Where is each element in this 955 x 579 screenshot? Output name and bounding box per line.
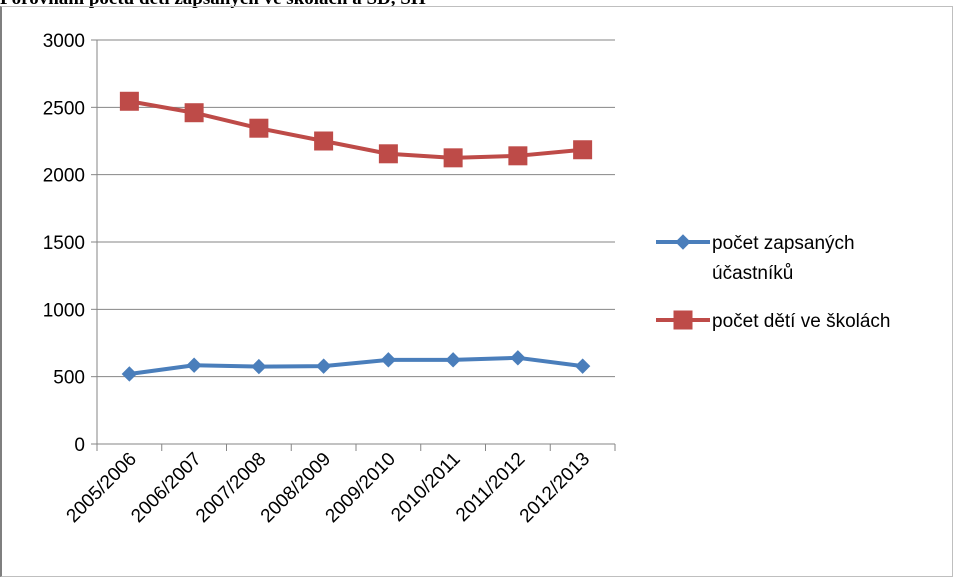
legend-label: počet dětí ve školách (712, 311, 891, 332)
series-line-2 (129, 99, 583, 160)
y-tick-label: 2000 (43, 166, 85, 187)
data-point-series-1 (251, 358, 267, 375)
y-tick-label: 0 (74, 435, 85, 456)
legend-marker (675, 234, 691, 250)
data-point-series-1 (445, 352, 461, 368)
data-point-series-2 (314, 131, 334, 151)
data-point-series-2 (249, 118, 269, 138)
x-tick-label: 2009/2010 (322, 449, 400, 527)
data-point-series-1 (121, 366, 138, 382)
x-tick-label: 2010/2011 (387, 449, 464, 526)
data-point-series-1 (186, 357, 202, 373)
y-tick-label: 3000 (43, 31, 85, 52)
y-tick-label: 2500 (43, 98, 85, 119)
data-point-series-1 (380, 352, 397, 368)
series-line-1 (129, 355, 583, 376)
data-point-series-2 (573, 140, 593, 160)
chart-frame (0, 6, 953, 577)
data-point-series-2 (184, 103, 204, 123)
data-point-series-2 (378, 144, 398, 164)
y-tick-label: 500 (53, 368, 85, 389)
legend-marker (673, 310, 693, 330)
legend-label: počet zapsaných (712, 233, 855, 254)
y-tick-label: 1000 (43, 300, 85, 321)
y-tick-label: 1500 (43, 233, 85, 254)
chart-title: Porovnání počtu dětí zapsaných ve školác… (0, 0, 955, 10)
data-point-series-1 (315, 358, 332, 374)
data-point-series-1 (510, 350, 526, 366)
data-point-series-2 (508, 146, 528, 166)
data-point-series-2 (119, 91, 139, 111)
legend-label: účastníků (712, 263, 793, 284)
data-point-series-1 (574, 358, 591, 374)
x-tick-label: 2012/2013 (516, 449, 594, 527)
data-point-series-2 (443, 148, 463, 168)
